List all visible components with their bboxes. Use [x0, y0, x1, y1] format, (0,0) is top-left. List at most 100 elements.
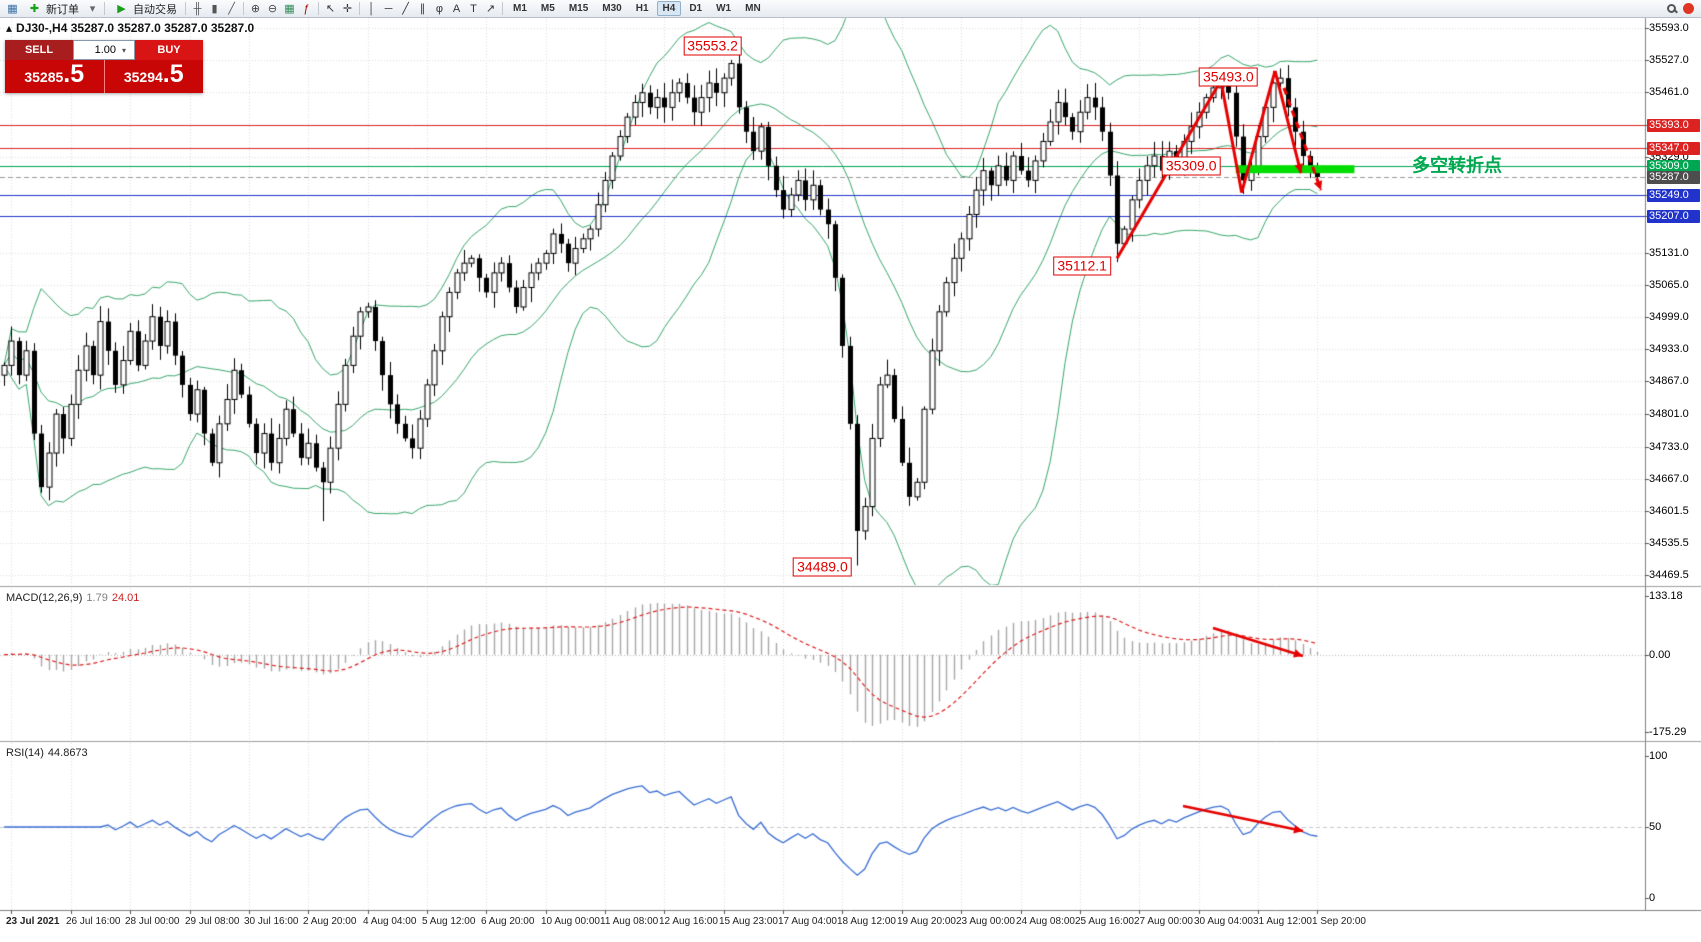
time-axis-label: 17 Aug 04:00 [778, 916, 837, 927]
chart-symbol-icon: ▴ [6, 21, 13, 35]
macd-axis-label: 133.18 [1649, 590, 1683, 602]
timeframe-h4[interactable]: H4 [656, 1, 682, 16]
price-axis-label: 35593.0 [1649, 22, 1689, 34]
macd-axis-label: -175.29 [1649, 726, 1687, 738]
toolbar-separator [104, 2, 105, 15]
timeframe-w1[interactable]: W1 [716, 3, 732, 14]
timeframe-m30[interactable]: M30 [602, 3, 622, 14]
time-axis-label: 12 Aug 16:00 [659, 916, 718, 927]
buy-price-main: 35294 [123, 68, 163, 85]
text-label-icon[interactable]: T [470, 2, 477, 15]
tile-windows-icon[interactable]: ▦ [284, 2, 295, 15]
time-axis-label: 28 Jul 00:00 [125, 916, 180, 927]
current-price-label: 35287.0 [1647, 171, 1700, 184]
timeframe-m5[interactable]: M5 [540, 3, 555, 14]
price-axis-label: 34999.0 [1649, 311, 1689, 323]
timeframe-m15[interactable]: M15 [568, 3, 589, 14]
search-icon[interactable] [1663, 1, 1680, 17]
crosshair-icon[interactable]: ✛ [342, 2, 353, 15]
price-line-label: 35249.0 [1647, 189, 1700, 202]
sell-price-button[interactable]: 35285.5 [5, 60, 105, 93]
zoom-out-icon[interactable]: ⊖ [267, 2, 278, 15]
new-order-button[interactable]: ✚ 新订单 [21, 1, 84, 17]
trade-panel-price-row: 35285.5 35294.5 [5, 60, 203, 93]
chart-symbol-title: ▴ DJ30-,H4 35287.0 35287.0 35287.0 35287… [6, 21, 254, 35]
sell-price-pips: .5 [63, 60, 85, 88]
new-chart-icon[interactable]: ▦ [7, 2, 18, 15]
rsi-axis-label: 50 [1649, 821, 1662, 833]
indicators-list-icon[interactable]: ƒ [303, 2, 310, 15]
price-axis-label: 34733.0 [1649, 441, 1689, 453]
auto-trading-button-label: 自动交易 [133, 3, 177, 16]
macd-value-main: 1.79 [86, 592, 108, 604]
volume-input[interactable] [74, 44, 118, 56]
horizontal-line-icon[interactable]: ─ [384, 2, 393, 15]
macd-value-signal: 24.01 [111, 592, 140, 604]
candlestick-chart-icon[interactable]: ▮ [211, 2, 218, 15]
vertical-line-icon[interactable]: │ [368, 2, 375, 15]
bar-chart-icon[interactable]: ╫ [193, 2, 202, 15]
price-axis-label: 35065.0 [1649, 279, 1689, 291]
auto-trading-button[interactable]: ▶ 自动交易 [108, 1, 182, 17]
price-line-label: 35347.0 [1647, 142, 1700, 155]
buy-button[interactable]: BUY [135, 40, 203, 60]
support-label-35309[interactable]: 35309.0 [1161, 156, 1221, 176]
buy-price-button[interactable]: 35294.5 [104, 60, 203, 93]
time-axis-label: 2 Aug 20:00 [303, 916, 357, 927]
text-icon[interactable]: A [452, 2, 461, 15]
price-axis-label: 34933.0 [1649, 343, 1689, 355]
rsi-value: 44.8673 [47, 747, 88, 759]
equidistant-channel-icon[interactable]: ∥ [419, 2, 426, 15]
swing-low-label-35112[interactable]: 35112.1 [1053, 256, 1111, 276]
time-axis-label: 23 Jul 2021 [6, 916, 60, 927]
price-axis-label: 35527.0 [1649, 54, 1689, 66]
play-icon: ▶ [117, 2, 126, 15]
trendline-icon[interactable]: ╱ [402, 2, 409, 15]
time-axis-label: 11 Aug 08:00 [600, 916, 659, 927]
time-axis-label: 6 Aug 20:00 [481, 916, 535, 927]
time-axis-label: 26 Jul 16:00 [66, 916, 121, 927]
chart-profiles-icon[interactable]: ▾ [89, 2, 96, 15]
swing-high-label-35493[interactable]: 35493.0 [1198, 67, 1258, 87]
time-axis-label: 15 Aug 23:00 [719, 916, 778, 927]
macd-axis-label: 0.00 [1649, 649, 1671, 661]
arrows-icon[interactable]: ↗ [485, 2, 496, 15]
price-line-label: 35207.0 [1647, 210, 1700, 223]
swing-high-label-35553[interactable]: 35553.2 [683, 36, 742, 56]
trade-panel-top-row: SELL ▾ BUY [5, 40, 203, 60]
line-chart-icon[interactable]: ╱ [228, 2, 235, 15]
cursor-icon[interactable]: ↖ [325, 2, 336, 15]
time-axis-label: 19 Aug 20:00 [897, 916, 956, 927]
zoom-in-icon[interactable]: ⊕ [250, 2, 261, 15]
chart-ohlc-text: DJ30-,H4 35287.0 35287.0 35287.0 35287.0 [16, 21, 255, 35]
swing-low-label-34489[interactable]: 34489.0 [793, 557, 852, 577]
toolbar-separator [185, 2, 186, 15]
time-axis-label: 24 Aug 08:00 [1016, 916, 1075, 927]
timeframe-m1[interactable]: M1 [513, 3, 527, 14]
timeframe-h1[interactable]: H1 [635, 3, 649, 14]
sell-price-main: 35285 [24, 68, 64, 85]
price-line-label: 35309.0 [1647, 160, 1700, 173]
price-axis-label: 34469.5 [1649, 569, 1689, 581]
time-axis-label: 4 Aug 04:00 [363, 916, 417, 927]
volume-dropdown-icon[interactable]: ▾ [121, 45, 126, 55]
turning-point-label[interactable]: 多空转折点 [1412, 155, 1502, 176]
toolbar-separator [359, 2, 360, 15]
toolbar-separator [318, 2, 319, 15]
time-axis-label: 23 Aug 00:00 [956, 916, 1015, 927]
time-axis-label: 18 Aug 12:00 [837, 916, 896, 927]
timeframe-d1[interactable]: D1 [689, 3, 703, 14]
time-axis-label: 31 Aug 12:00 [1253, 916, 1312, 927]
macd-name: MACD(12,26,9) [6, 592, 83, 604]
new-order-button-label: 新订单 [46, 3, 79, 16]
timeframe-mn[interactable]: MN [745, 3, 761, 14]
toolbar-separator [502, 2, 503, 15]
notification-badge-icon[interactable] [1680, 1, 1697, 17]
time-axis-label: 27 Aug 00:00 [1134, 916, 1193, 927]
time-axis-label: 30 Jul 16:00 [244, 916, 299, 927]
sell-button[interactable]: SELL [5, 40, 73, 60]
fibonacci-icon[interactable]: φ [435, 2, 444, 15]
